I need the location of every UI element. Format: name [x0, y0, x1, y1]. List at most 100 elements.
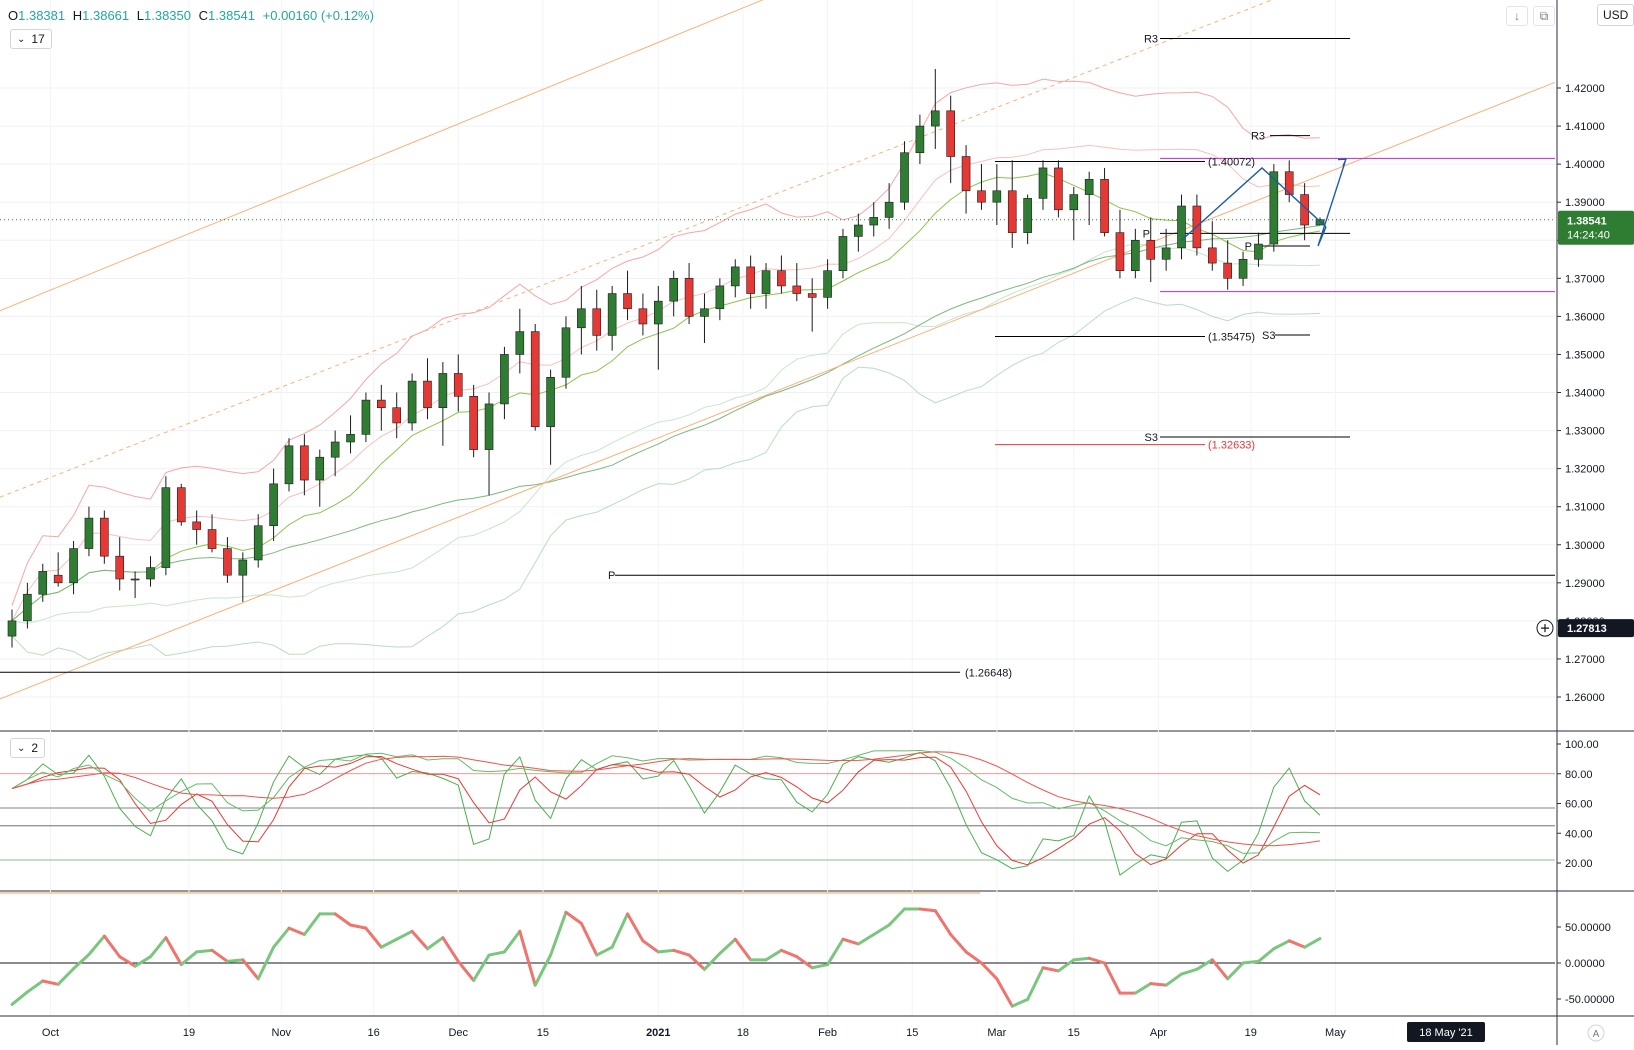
momentum-segment	[672, 948, 691, 957]
momentum-segment	[487, 950, 506, 957]
s3-label: S3	[1145, 432, 1158, 444]
time-tick-label: 2021	[646, 1027, 670, 1039]
momentum-segment	[887, 907, 907, 927]
momentum-segment	[502, 929, 522, 954]
candle-body	[1084, 179, 1094, 195]
time-badge	[1407, 1022, 1485, 1042]
candle-body	[746, 266, 755, 294]
price-tick-label: 1.30000	[1565, 540, 1605, 552]
restore-icon: ⧉	[1539, 8, 1549, 23]
osc-tick-label: 20.00	[1565, 858, 1593, 870]
momentum-segment	[1256, 947, 1276, 963]
scroll-down-button[interactable]: ↓	[1506, 6, 1528, 26]
momentum-segment	[764, 948, 783, 962]
high-value: 1.38661	[82, 8, 130, 23]
momentum-segment	[1133, 982, 1153, 995]
bollinger-upper-inner	[11, 144, 1321, 622]
candle-body	[854, 224, 863, 237]
momentum-segment	[826, 937, 845, 967]
restore-button[interactable]: ⧉	[1533, 6, 1555, 26]
momentum-segment	[1195, 958, 1214, 971]
momentum-segment	[810, 963, 830, 970]
momentum-segment	[1010, 997, 1030, 1008]
candle-body	[300, 445, 309, 481]
time-tick-label: 18	[737, 1027, 749, 1039]
time-tick-label: Dec	[448, 1027, 468, 1039]
candle-body	[1300, 194, 1309, 226]
momentum-segment	[1072, 956, 1091, 962]
candle-body	[361, 399, 371, 435]
trendline-upper	[0, 0, 764, 312]
momentum-segment	[579, 921, 599, 957]
candle-body	[161, 487, 171, 568]
candle-body	[1131, 239, 1140, 272]
candle-body	[1115, 232, 1125, 271]
candle-body	[100, 517, 109, 557]
momentum-segment	[56, 967, 76, 986]
auto-scale-button[interactable]	[1587, 1024, 1605, 1042]
momentum-segment	[641, 939, 660, 954]
bollinger-upper-outer	[11, 78, 1321, 606]
momentum-segment	[949, 932, 968, 954]
momentum-segment	[349, 923, 368, 930]
candle-body	[423, 380, 432, 409]
candle-body	[700, 308, 709, 317]
momentum-segment	[779, 948, 799, 959]
momentum-segment	[472, 953, 491, 982]
indicators-toggle-main[interactable]: ⌄ 17	[10, 29, 52, 49]
candle-body	[484, 403, 494, 450]
momentum-segment	[1103, 961, 1122, 995]
r3-label: R3	[1144, 34, 1158, 46]
price-tick-label: 1.36000	[1565, 311, 1605, 323]
arrow-down-icon: ↓	[1514, 9, 1520, 23]
candle-body	[438, 373, 448, 409]
candle-body	[1146, 239, 1156, 260]
candle-body	[284, 445, 294, 485]
candle-body	[38, 571, 48, 595]
candle-body	[1207, 247, 1217, 264]
candle-body	[730, 266, 740, 287]
time-tick-label: 15	[906, 1027, 918, 1039]
time-tick-label: Oct	[42, 1027, 59, 1039]
countdown-value: 14:24:40	[1567, 230, 1610, 242]
candle-body	[1023, 198, 1032, 233]
candle-body	[654, 300, 663, 325]
momentum-segment	[25, 979, 45, 994]
momentum-segment	[702, 951, 722, 971]
close-label: C	[198, 8, 209, 23]
indicator-count-osc: 2	[31, 741, 39, 755]
price-tick-label: 1.41000	[1565, 121, 1605, 133]
plus-icon	[1541, 624, 1549, 633]
momentum-segment	[395, 929, 414, 941]
price-tick-label: 1.29000	[1565, 578, 1605, 590]
momentum-segment	[241, 958, 260, 981]
momentum-segment	[856, 932, 876, 946]
momentum-segment	[456, 959, 476, 982]
candle-body	[807, 293, 817, 298]
candle-body	[623, 293, 632, 310]
momentum-segment	[379, 937, 399, 949]
open-value: 1.38381	[18, 8, 66, 23]
momentum-segment	[1041, 966, 1060, 973]
candle-body	[992, 190, 1002, 203]
candle-body	[130, 578, 140, 581]
currency-button[interactable]: USD	[1597, 4, 1634, 26]
candle-body	[315, 456, 325, 481]
price-tick-label: 1.35000	[1565, 349, 1605, 361]
candle-body	[192, 521, 201, 530]
momentum-segment	[72, 953, 91, 971]
momentum-segment	[10, 990, 29, 1006]
indicators-toggle-osc[interactable]: ⌄ 2	[10, 738, 46, 758]
time-tick-label: Feb	[818, 1027, 837, 1039]
candle-body	[946, 110, 955, 157]
candle-body	[469, 396, 478, 450]
p-right-label: P	[1245, 241, 1252, 253]
time-tick-label: 19	[183, 1027, 195, 1039]
time-axis: Oct 19 Nov 16 Dec 15 2021 18 Feb 15 Mar 15 Apr 19 May 1…	[42, 1022, 1605, 1042]
momentum-segment	[1087, 956, 1107, 965]
last-price-badge	[1558, 210, 1634, 245]
indicator-count-main: 17	[31, 32, 45, 46]
